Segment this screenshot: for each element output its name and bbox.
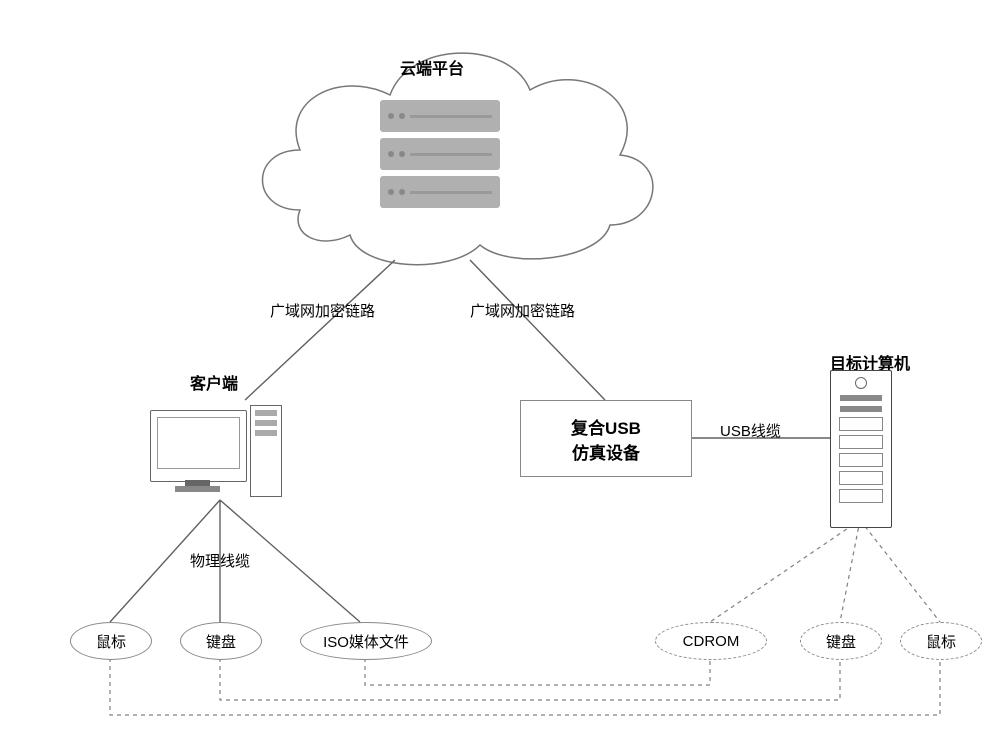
- iso-label: ISO媒体文件: [323, 631, 409, 652]
- server-unit: [380, 176, 500, 208]
- edge-label-physical-cable: 物理线缆: [190, 550, 250, 571]
- edge-cloud-usb: [470, 260, 605, 400]
- edge-label-cloud-client: 广域网加密链路: [270, 300, 375, 321]
- monitor-icon: [150, 410, 247, 482]
- edge-target-cdrom: [710, 520, 860, 622]
- map-iso-cdrom: [365, 658, 710, 685]
- map-keyboard-keyboard: [220, 658, 840, 700]
- client-pc: [150, 390, 290, 500]
- target-pc-icon: [830, 370, 892, 528]
- ellipse-cdrom: CDROM: [655, 622, 767, 660]
- usb-box-line1: 复合USB: [571, 414, 641, 439]
- usb-composite-box: 复合USB 仿真设备: [520, 400, 692, 477]
- edge-cloud-client: [245, 260, 395, 400]
- server-unit: [380, 138, 500, 170]
- edge-label-cloud-usb: 广域网加密链路: [470, 300, 575, 321]
- mouse-left-label: 鼠标: [96, 631, 126, 652]
- ellipse-mouse-left: 鼠标: [70, 622, 152, 660]
- usb-box-line2: 仿真设备: [572, 439, 640, 464]
- ellipse-iso: ISO媒体文件: [300, 622, 432, 660]
- cdrom-label: CDROM: [683, 633, 740, 650]
- mouse-right-label: 鼠标: [926, 631, 956, 652]
- ellipse-keyboard-right: 键盘: [800, 622, 882, 660]
- ellipse-keyboard-left: 键盘: [180, 622, 262, 660]
- ellipse-mouse-right: 鼠标: [900, 622, 982, 660]
- keyboard-left-label: 键盘: [206, 631, 236, 652]
- cloud-title: 云端平台: [400, 55, 464, 79]
- server-rack: [380, 100, 500, 214]
- keyboard-right-label: 键盘: [826, 631, 856, 652]
- edge-target-mouse: [860, 520, 940, 622]
- map-mouse-mouse: [110, 658, 940, 715]
- tower-icon: [250, 405, 282, 497]
- edge-target-keyboard: [840, 520, 860, 622]
- edge-label-usb-target: USB线缆: [720, 420, 781, 441]
- server-unit: [380, 100, 500, 132]
